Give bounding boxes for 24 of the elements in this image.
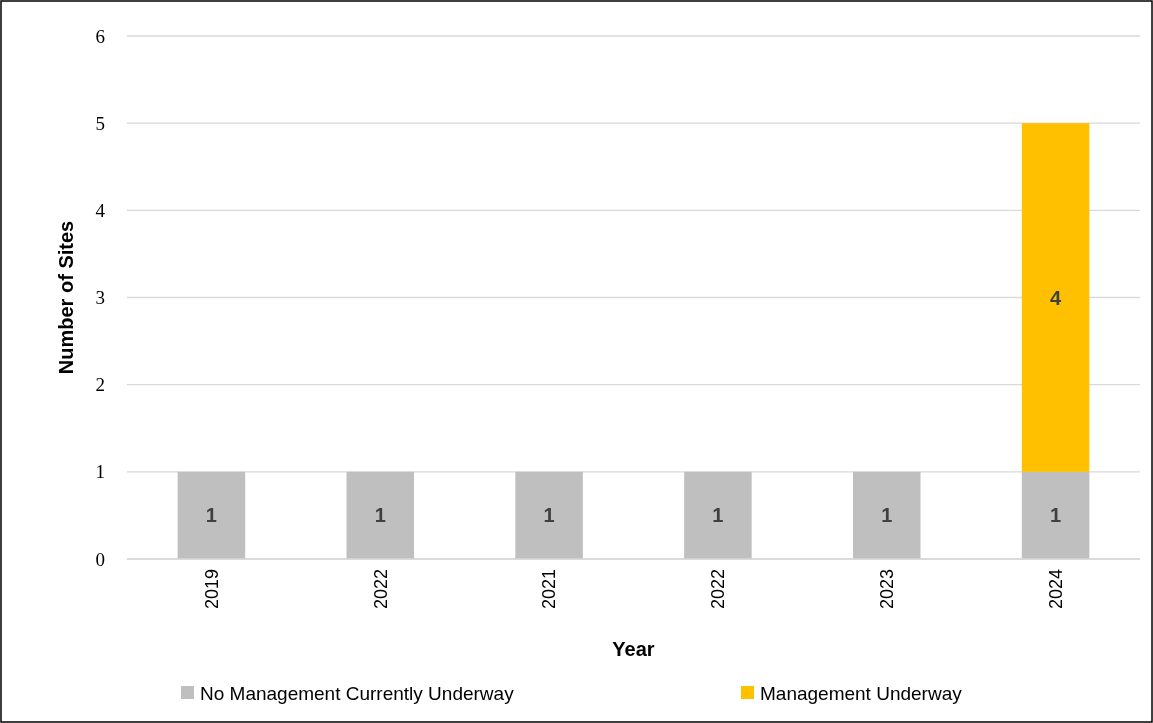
- y-tick-label: 2: [95, 374, 105, 396]
- y-tick-label: 1: [95, 461, 105, 483]
- y-tick-label: 3: [95, 287, 105, 309]
- y-tick-label: 5: [95, 112, 105, 134]
- x-tick-label: 2022: [370, 569, 391, 610]
- data-label: 1: [712, 504, 724, 527]
- data-label: 1: [543, 504, 555, 527]
- data-label: 1: [205, 504, 217, 527]
- y-tick-label: 0: [95, 548, 105, 570]
- x-tick-label: 2022: [708, 569, 729, 610]
- x-tick-label: 2024: [1045, 569, 1066, 610]
- y-tick-label: 6: [95, 25, 105, 47]
- legend-label: No Management Currently Underway: [200, 682, 515, 704]
- y-tick-label: 4: [95, 199, 106, 221]
- x-tick-label: 2021: [539, 569, 560, 610]
- x-tick-label: 2023: [877, 569, 898, 610]
- data-label: 1: [374, 504, 386, 527]
- data-label: 1: [881, 504, 893, 527]
- x-axis-title: Year: [612, 638, 655, 660]
- data-label: 1: [1050, 504, 1062, 527]
- legend-label: Management Underway: [760, 682, 963, 704]
- data-label: 4: [1050, 286, 1063, 309]
- y-axis-title: Number of Sites: [55, 220, 77, 375]
- x-tick-label: 2019: [201, 569, 222, 610]
